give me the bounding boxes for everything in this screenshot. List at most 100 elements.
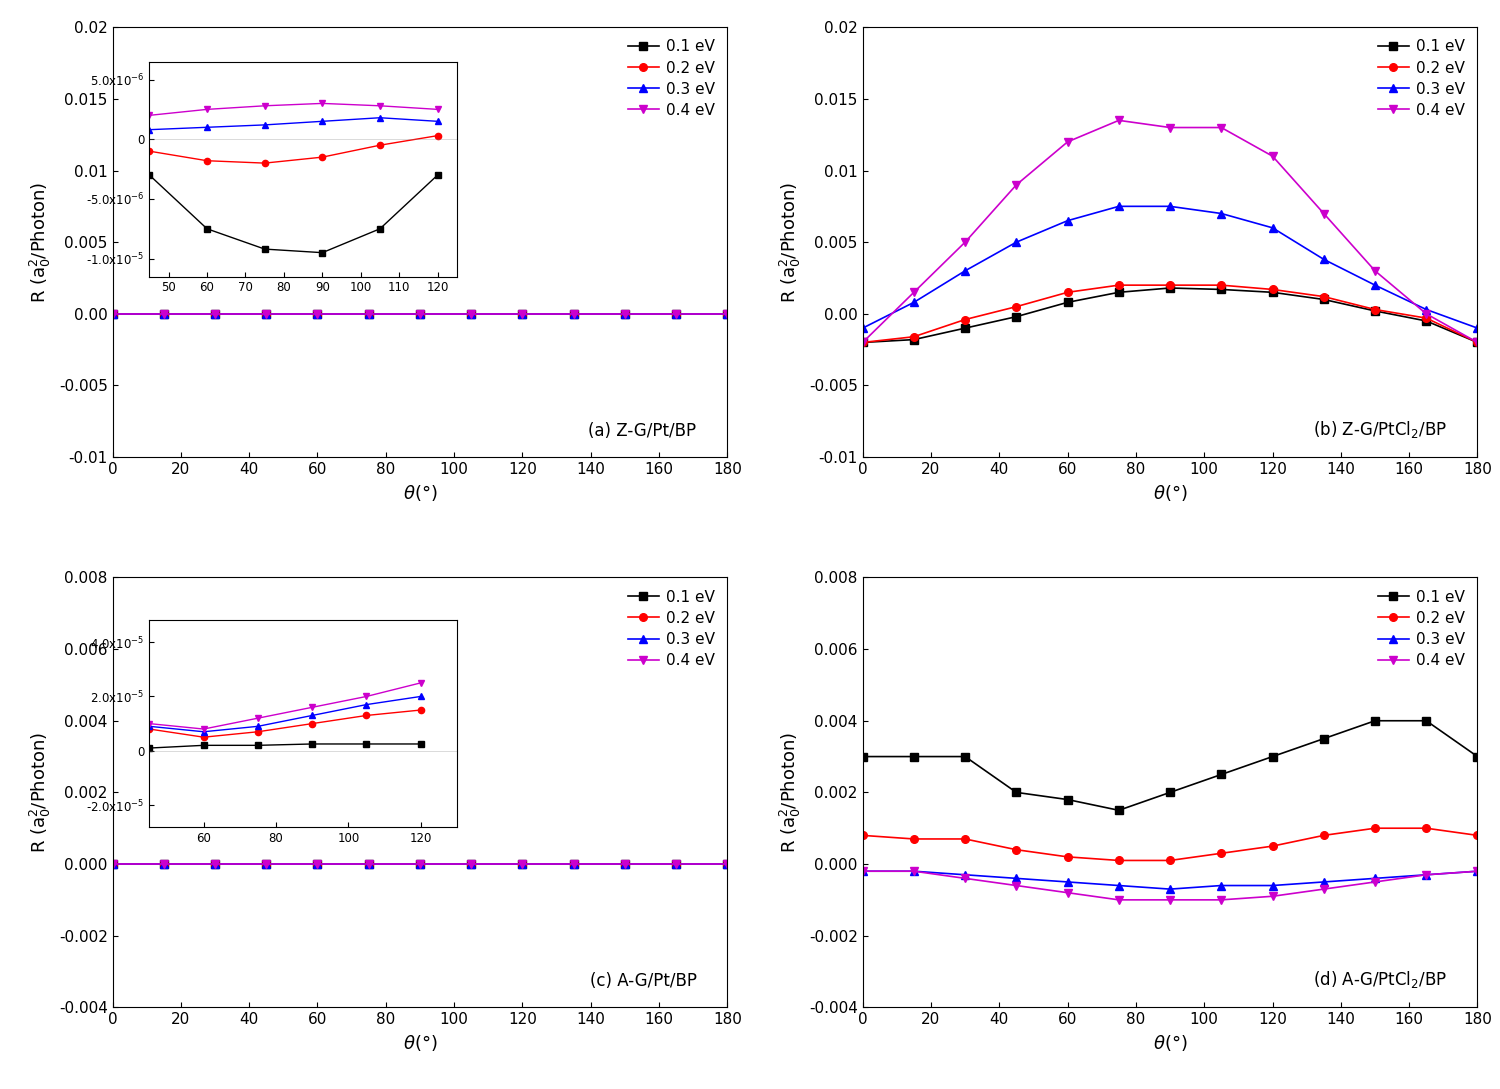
0.2 eV [1008,301,1026,314]
0.1 eV [616,307,634,320]
0.1 eV [853,335,871,348]
Line: 0.1 eV: 0.1 eV [859,717,1482,815]
0.2 eV [154,307,172,320]
0.1 eV [718,857,736,870]
0.2 eV [1263,840,1281,853]
Legend: 0.1 eV, 0.2 eV, 0.3 eV, 0.4 eV: 0.1 eV, 0.2 eV, 0.3 eV, 0.4 eV [1374,35,1470,122]
0.1 eV [718,307,736,320]
0.4 eV [718,307,736,320]
0.3 eV [1316,253,1334,266]
0.1 eV [1110,804,1128,817]
Line: 0.3 eV: 0.3 eV [859,203,1482,332]
0.1 eV [411,857,429,870]
0.1 eV [462,307,480,320]
0.3 eV [1008,235,1026,248]
0.2 eV [206,307,224,320]
0.2 eV [1110,279,1128,292]
Y-axis label: R (a$_0^2$/Photon): R (a$_0^2$/Photon) [778,182,804,303]
0.2 eV [309,857,327,870]
0.2 eV [462,307,480,320]
0.2 eV [853,829,871,842]
0.4 eV [1059,135,1077,148]
0.4 eV [1263,149,1281,162]
0.2 eV [513,307,531,320]
0.2 eV [1418,311,1436,325]
0.2 eV [564,857,582,870]
0.3 eV [1263,221,1281,234]
0.3 eV [206,857,224,870]
0.2 eV [411,857,429,870]
0.1 eV [104,307,122,320]
0.4 eV [1212,893,1230,906]
Line: 0.2 eV: 0.2 eV [108,860,730,868]
0.1 eV [411,307,429,320]
Line: 0.2 eV: 0.2 eV [108,310,730,318]
0.1 eV [1263,750,1281,763]
Line: 0.3 eV: 0.3 eV [108,310,730,318]
0.4 eV [104,857,122,870]
0.4 eV [1468,335,1486,348]
0.1 eV [904,333,922,346]
Y-axis label: R (a$_0^2$/Photon): R (a$_0^2$/Photon) [778,732,804,853]
0.1 eV [564,857,582,870]
0.4 eV [718,857,736,870]
0.1 eV [668,307,686,320]
0.4 eV [1263,890,1281,903]
0.2 eV [718,307,736,320]
0.3 eV [1468,321,1486,334]
Legend: 0.1 eV, 0.2 eV, 0.3 eV, 0.4 eV: 0.1 eV, 0.2 eV, 0.3 eV, 0.4 eV [624,585,720,673]
0.1 eV [1418,714,1436,727]
0.1 eV [1316,732,1334,745]
0.3 eV [904,296,922,309]
0.2 eV [616,857,634,870]
0.4 eV [1008,879,1026,892]
0.2 eV [1316,290,1334,303]
0.2 eV [360,307,378,320]
0.4 eV [360,857,378,870]
0.4 eV [904,865,922,878]
Legend: 0.1 eV, 0.2 eV, 0.3 eV, 0.4 eV: 0.1 eV, 0.2 eV, 0.3 eV, 0.4 eV [624,35,720,122]
0.2 eV [154,857,172,870]
0.1 eV [256,857,274,870]
0.4 eV [154,857,172,870]
0.2 eV [256,307,274,320]
0.2 eV [956,313,974,326]
0.1 eV [904,750,922,763]
0.4 eV [309,857,327,870]
0.4 eV [411,857,429,870]
0.4 eV [564,857,582,870]
0.2 eV [411,307,429,320]
0.3 eV [1316,876,1334,889]
0.2 eV [1316,829,1334,842]
0.3 eV [564,307,582,320]
0.4 eV [1110,893,1128,906]
0.3 eV [513,857,531,870]
0.3 eV [411,857,429,870]
Line: 0.4 eV: 0.4 eV [859,867,1482,904]
0.1 eV [956,321,974,334]
0.3 eV [1366,872,1384,885]
0.4 eV [462,307,480,320]
Y-axis label: R (a$_0^2$/Photon): R (a$_0^2$/Photon) [28,182,53,303]
0.2 eV [104,857,122,870]
0.2 eV [462,857,480,870]
0.1 eV [956,750,974,763]
0.4 eV [1212,121,1230,134]
0.3 eV [309,857,327,870]
0.1 eV [1161,281,1179,294]
X-axis label: $\theta$(°): $\theta$(°) [1154,482,1188,502]
0.3 eV [1212,879,1230,892]
0.3 eV [1161,199,1179,212]
Line: 0.2 eV: 0.2 eV [859,281,1482,346]
0.4 eV [1418,868,1436,881]
Line: 0.1 eV: 0.1 eV [859,284,1482,346]
0.3 eV [309,307,327,320]
0.3 eV [616,857,634,870]
0.1 eV [1008,786,1026,799]
0.2 eV [956,832,974,845]
0.3 eV [462,307,480,320]
0.1 eV [1110,285,1128,298]
0.2 eV [256,857,274,870]
Line: 0.1 eV: 0.1 eV [108,310,730,318]
0.2 eV [360,857,378,870]
